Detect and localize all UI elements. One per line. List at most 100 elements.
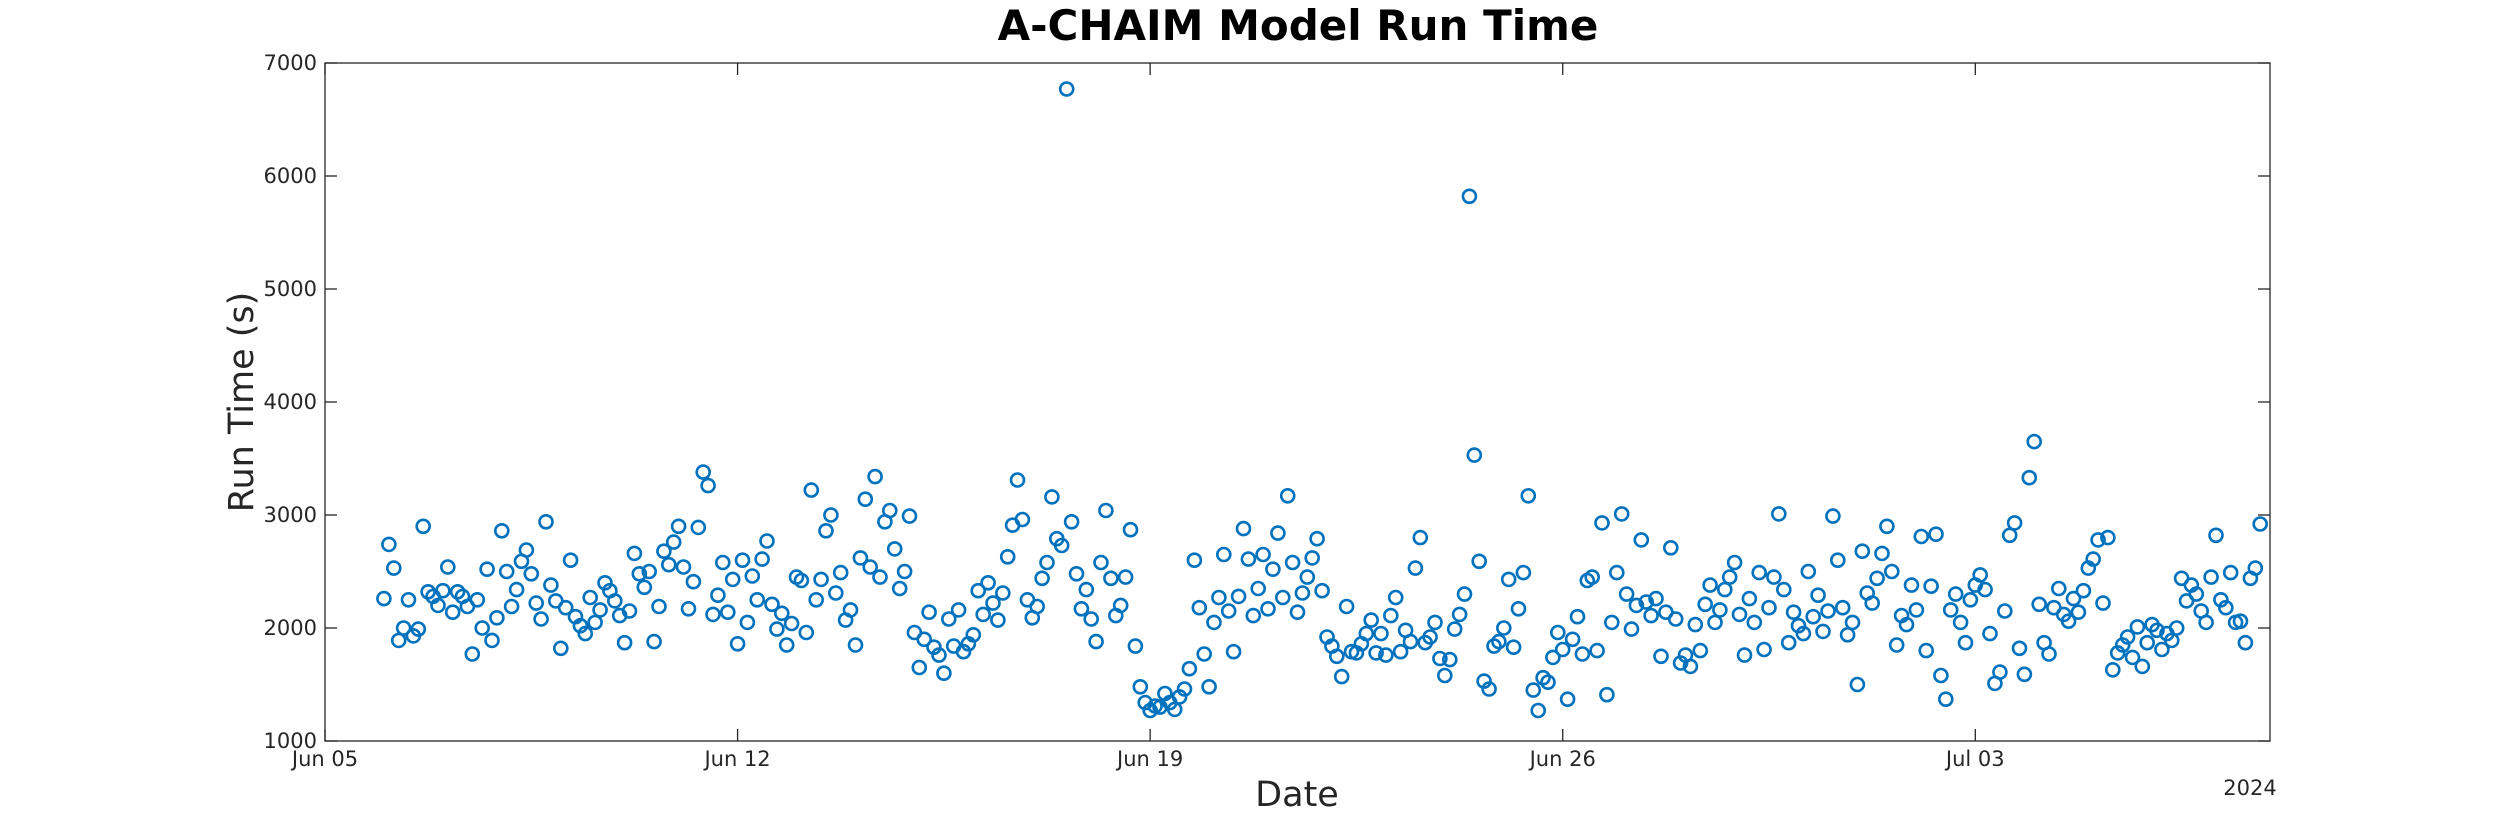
data-point [950, 602, 967, 618]
data-point [2090, 532, 2106, 548]
data-point [1446, 621, 1463, 637]
data-point [543, 577, 559, 593]
data-point [2016, 666, 2033, 683]
data-point [2213, 591, 2229, 608]
data-point [1594, 515, 1610, 531]
data-point [1117, 569, 1134, 585]
data-point [1982, 625, 1998, 642]
data-point [533, 611, 549, 627]
data-point [886, 541, 903, 557]
data-point [1196, 646, 1212, 662]
data-point [2124, 649, 2141, 666]
data-point [1329, 648, 1345, 665]
y-tick-label: 6000 [264, 164, 317, 188]
data-point [793, 572, 810, 589]
data-point [1083, 611, 1099, 627]
data-point [936, 665, 952, 682]
y-tick-label: 5000 [264, 277, 317, 301]
data-point [1888, 637, 1905, 653]
data-point [867, 468, 883, 485]
data-point [749, 591, 766, 608]
data-point [381, 536, 397, 553]
data-point [1790, 617, 1807, 634]
data-point [1225, 643, 1242, 660]
data-point [1240, 551, 1257, 567]
data-point [1692, 642, 1709, 659]
data-point [631, 565, 648, 582]
data-point [827, 585, 844, 601]
data-point [852, 550, 869, 566]
data-point [1230, 588, 1247, 605]
data-point [2051, 580, 2067, 597]
data-point [2237, 634, 2254, 651]
data-point [1947, 586, 1964, 602]
data-point [1171, 689, 1188, 705]
data-point [1574, 646, 1591, 662]
data-point [1206, 614, 1222, 631]
data-point [778, 637, 795, 653]
data-point [1220, 603, 1237, 619]
data-point [1643, 607, 1659, 624]
data-point [1584, 569, 1600, 585]
data-point [508, 581, 525, 598]
data-point [2247, 560, 2264, 576]
data-point [1997, 603, 2013, 619]
data-point [1451, 606, 1468, 623]
data-point [498, 563, 515, 580]
data-point [592, 602, 608, 618]
data-point [823, 507, 839, 523]
data-point [1279, 487, 1296, 504]
data-point [2134, 658, 2151, 675]
data-point [1309, 530, 1325, 547]
data-point [926, 639, 942, 656]
data-point [2208, 527, 2224, 544]
data-point [641, 563, 658, 580]
data-point [1903, 577, 1920, 593]
data-point [385, 560, 402, 576]
data-point [2065, 590, 2082, 607]
data-point [1618, 586, 1635, 602]
data-point [970, 582, 987, 599]
data-point [1741, 590, 1758, 607]
data-point [1338, 598, 1355, 615]
data-point [710, 587, 726, 604]
data-point [651, 598, 667, 615]
data-point [1800, 563, 1817, 580]
data-point [1304, 550, 1320, 566]
data-point [1284, 554, 1301, 571]
data-point [1009, 472, 1026, 488]
data-point [1265, 561, 1281, 578]
data-point [2218, 599, 2234, 616]
y-tick-label: 1000 [264, 729, 317, 753]
data-point [1815, 623, 1831, 640]
data-point [1977, 581, 1993, 598]
data-point [2011, 640, 2028, 657]
data-point [1913, 528, 1930, 545]
data-point [1613, 506, 1630, 522]
data-point [1235, 520, 1252, 537]
data-point [2222, 564, 2239, 581]
data-point [1186, 552, 1203, 569]
data-point [1044, 489, 1060, 505]
data-point [1358, 625, 1375, 642]
data-point [911, 659, 928, 676]
data-point [410, 621, 427, 637]
data-point [1245, 607, 1262, 624]
y-axis: 1000 2000 3000 4000 5000 6000 7000 [264, 51, 2270, 753]
data-point [395, 620, 412, 636]
data-point [1805, 608, 1821, 625]
data-point [1466, 447, 1483, 463]
data-point [985, 595, 1001, 611]
data-point [719, 604, 736, 621]
data-point [2085, 551, 2101, 567]
data-point [700, 477, 716, 494]
data-point [1500, 571, 1517, 588]
data-point [940, 611, 957, 627]
data-point [2203, 569, 2219, 585]
data-point [562, 552, 579, 569]
data-point [1255, 546, 1271, 563]
data-point [606, 593, 623, 609]
data-point [1653, 648, 1669, 665]
data-point [1525, 682, 1542, 698]
data-point [1869, 570, 1885, 587]
